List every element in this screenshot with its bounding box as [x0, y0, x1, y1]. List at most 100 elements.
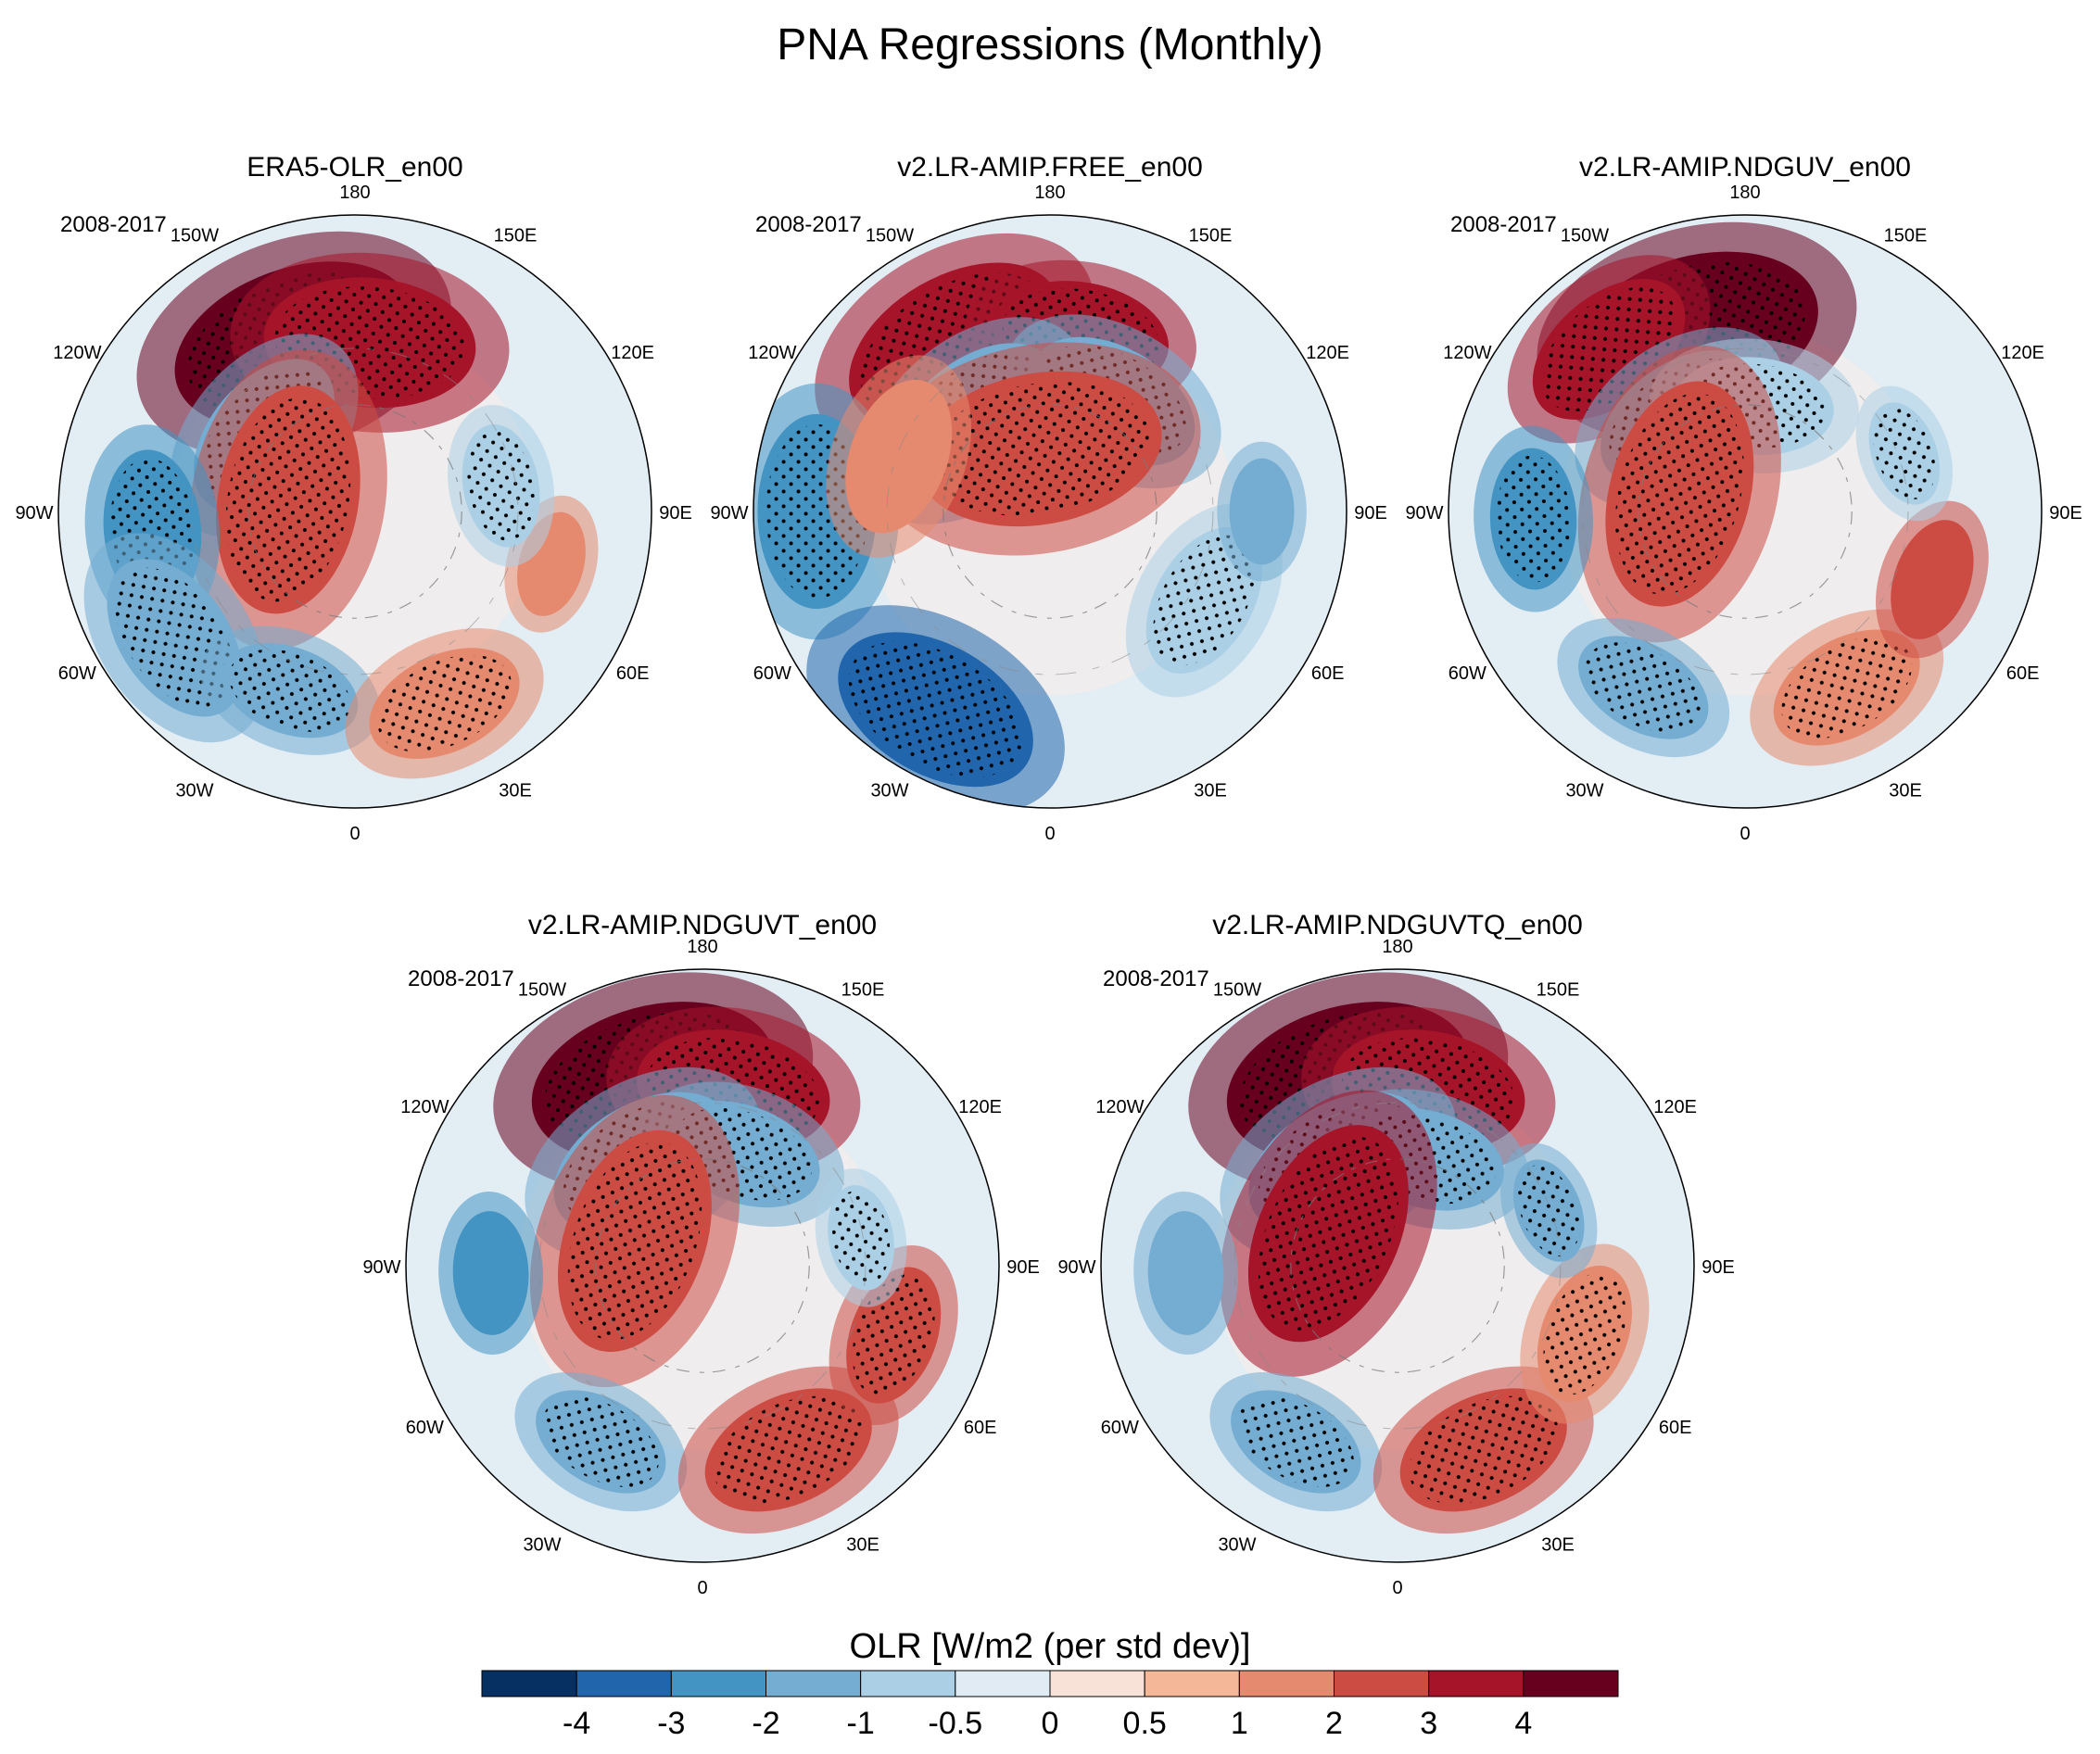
colorbar-box — [576, 1670, 672, 1697]
longitude-label: 90E — [2049, 503, 2082, 524]
map-outline — [405, 968, 1000, 1563]
significance-stipple — [1153, 535, 1256, 666]
anomaly-core — [1147, 1211, 1224, 1335]
significance-stipple — [542, 1396, 659, 1487]
longitude-label: 180 — [687, 937, 717, 957]
longitude-label: 60E — [1659, 1418, 1692, 1438]
colorbar-box — [1523, 1670, 1619, 1697]
coastline — [1290, 1158, 1505, 1373]
longitude-label: 30E — [499, 781, 532, 801]
longitude-label: 120E — [1306, 343, 1349, 363]
colorbar-box — [955, 1670, 1051, 1697]
longitude-label: 120W — [1443, 343, 1491, 363]
map-panel: v2.LR-AMIP.NDGUVTQ_en00 2008-2017 180 150E 1… — [1057, 910, 1734, 1598]
longitude-label: 120W — [400, 1097, 449, 1117]
significance-stipple — [225, 397, 351, 602]
longitude-label: 30E — [846, 1535, 879, 1556]
coastline — [942, 404, 1158, 619]
significance-stipple — [1517, 1165, 1580, 1256]
significance-stipple — [1781, 637, 1913, 738]
map-outline — [753, 214, 1347, 809]
significance-stipple — [567, 1142, 702, 1341]
map-field — [1448, 215, 2042, 808]
longitude-label: 180 — [1034, 183, 1065, 203]
colorbar-ticks: -4 -3 -2 -1 -0.5 0 0.5 1 2 3 4 — [563, 1706, 1532, 1741]
colorbar-box — [1334, 1670, 1430, 1697]
longitude-label: 30E — [1541, 1535, 1575, 1556]
longitude-label: 60E — [1311, 663, 1345, 684]
map-field — [406, 969, 999, 1562]
colorbar: OLR [W/m2 (per std dev)] -4 -3 -2 -1 -0.5 0 0.… — [481, 1627, 1619, 1741]
map-field — [1101, 969, 1694, 1562]
figure-title: PNA Regressions (Monthly) — [777, 20, 1323, 69]
colorbar-box — [1144, 1670, 1240, 1697]
map-panel: v2.LR-AMIP.FREE_en00 2008-2017 180 150E 120E… — [710, 152, 1387, 844]
map-panel: v2.LR-AMIP.NDGUV_en00 2008-2017 180 150E 120… — [1405, 152, 2081, 844]
colorbar-box — [765, 1670, 862, 1697]
longitude-label: 150E — [494, 225, 538, 246]
significance-stipple — [929, 382, 1149, 516]
longitude-label: 30W — [1218, 1535, 1256, 1556]
longitude-label: 90W — [362, 1257, 400, 1278]
anomaly-core — [845, 379, 953, 534]
panel-period: 2008-2017 — [408, 966, 514, 991]
significance-stipple — [1237, 1396, 1354, 1487]
longitude-label: 150W — [171, 225, 219, 246]
longitude-label: 90E — [1006, 1257, 1040, 1278]
colorbar-tick-label: 0.5 — [1123, 1706, 1167, 1741]
colorbar-tick-label: -1 — [847, 1706, 875, 1741]
colorbar-box — [670, 1670, 766, 1697]
longitude-label: 90W — [1405, 503, 1443, 524]
significance-stipple — [377, 654, 512, 752]
significance-stipple — [848, 641, 1023, 778]
longitude-label: 120E — [1653, 1097, 1697, 1117]
longitude-label: 60W — [1448, 663, 1486, 684]
longitude-label: 150W — [1561, 225, 1609, 246]
longitude-label: 0 — [349, 824, 360, 844]
colorbar-boxes — [481, 1670, 1619, 1697]
panel-period: 2008-2017 — [755, 212, 862, 237]
panel-title: v2.LR-AMIP.NDGUVT_en00 — [528, 910, 877, 940]
longitude-label: 120W — [53, 343, 101, 363]
significance-stipple — [1585, 642, 1702, 733]
coastline — [886, 347, 1214, 675]
colorbar-tick-label: 4 — [1514, 1706, 1532, 1741]
longitude-label: 0 — [697, 1578, 707, 1598]
coastline — [1638, 404, 1853, 619]
longitude-label: 0 — [1392, 1578, 1402, 1598]
significance-stipple — [1873, 408, 1936, 499]
longitude-label: 150E — [1884, 225, 1928, 246]
longitude-label: 90E — [659, 503, 692, 524]
longitude-label: 120E — [2001, 343, 2044, 363]
significance-stipple — [832, 1191, 891, 1285]
significance-stipple — [1496, 455, 1571, 583]
significance-stipple — [1543, 1272, 1626, 1395]
longitude-label: 180 — [1729, 183, 1760, 203]
colorbar-tick-label: 3 — [1420, 1706, 1437, 1741]
longitude-label: 30E — [1194, 781, 1227, 801]
longitude-label: 90E — [1354, 503, 1387, 524]
longitude-label: 180 — [339, 183, 370, 203]
map-panel: ERA5-OLR_en00 2008-2017 180 150E 120E 90E 60E 3… — [15, 152, 691, 844]
longitude-label: 120W — [1095, 1097, 1144, 1117]
anomaly-core — [452, 1211, 529, 1335]
coastline — [1581, 347, 1909, 675]
longitude-label: 90W — [15, 503, 53, 524]
panel-period: 2008-2017 — [1103, 966, 1209, 991]
longitude-label: 60W — [406, 1418, 444, 1438]
panel-title: v2.LR-AMIP.FREE_en00 — [897, 152, 1203, 183]
map-field — [58, 215, 652, 808]
longitude-label: 30E — [1889, 781, 1922, 801]
coastline — [247, 404, 462, 619]
significance-stipple — [1409, 1395, 1559, 1505]
longitude-label: 120E — [958, 1097, 1002, 1117]
coastline — [595, 1158, 810, 1373]
longitude-label: 180 — [1382, 937, 1412, 957]
longitude-label: 150E — [1189, 225, 1233, 246]
colorbar-tick-label: 1 — [1231, 1706, 1248, 1741]
colorbar-tick-label: 2 — [1325, 1706, 1343, 1741]
longitude-label: 60E — [616, 663, 650, 684]
coastline — [538, 1102, 867, 1430]
longitude-label: 150E — [1537, 979, 1580, 1000]
